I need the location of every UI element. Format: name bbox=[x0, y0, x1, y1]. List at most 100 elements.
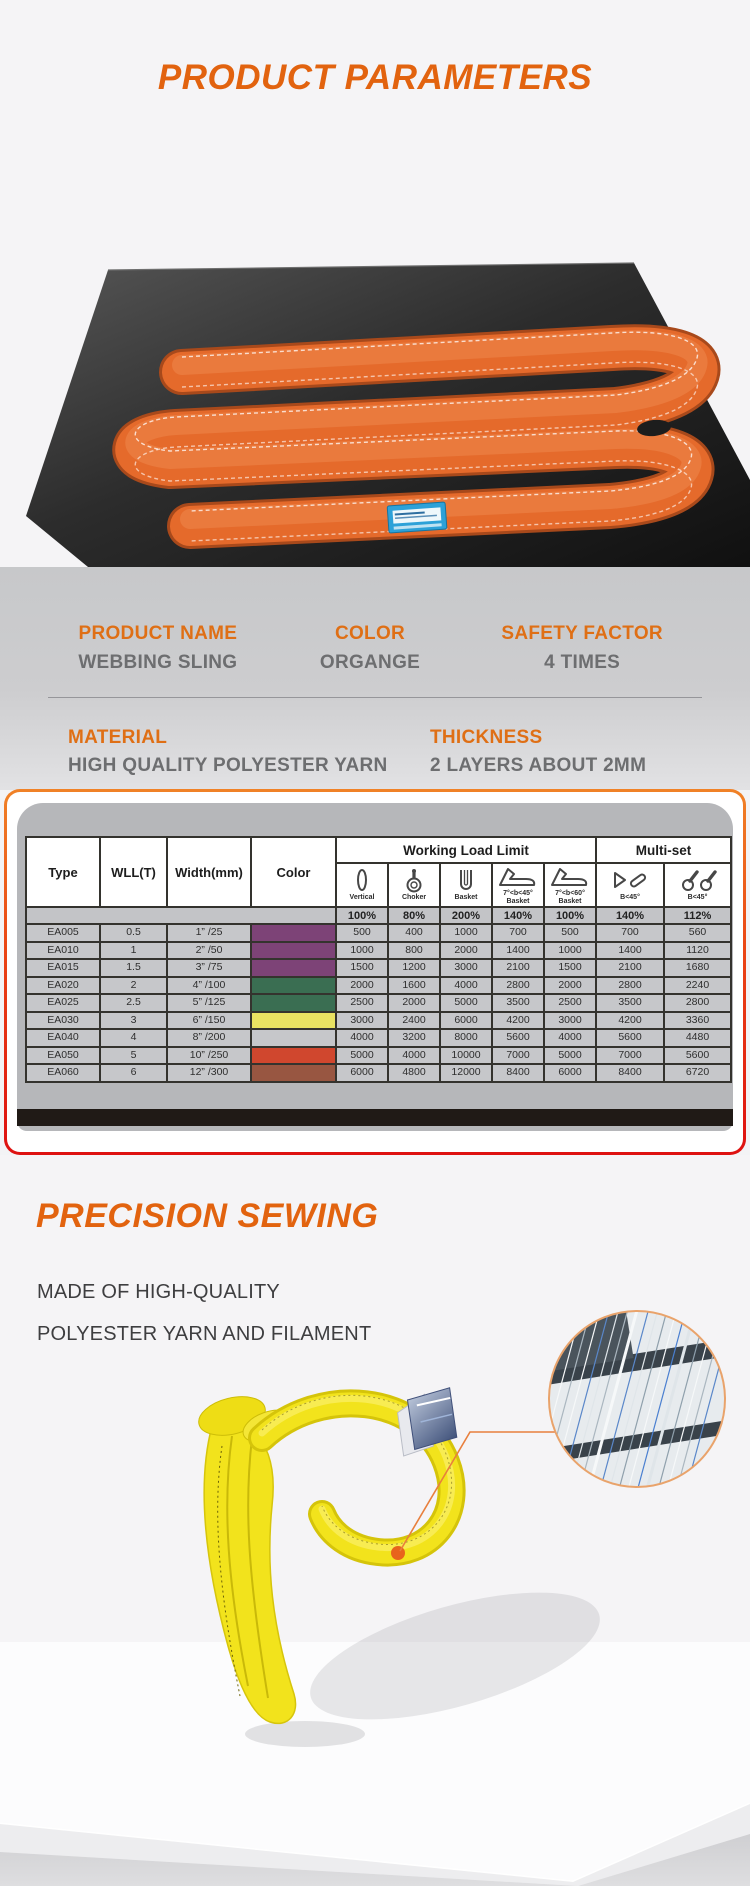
table-cell: 500 bbox=[542, 923, 598, 943]
percent-cell: 100% bbox=[335, 906, 389, 925]
table-cell: 2400 bbox=[387, 1010, 441, 1030]
color-swatch-cell bbox=[250, 923, 337, 943]
table-cell: EA060 bbox=[25, 1063, 101, 1083]
table-cell: 6000 bbox=[335, 1063, 389, 1083]
col-header-color: Color bbox=[250, 836, 337, 908]
color-swatch-cell bbox=[250, 940, 337, 960]
table-cell: 2800 bbox=[595, 975, 666, 995]
percent-cell: 200% bbox=[439, 906, 493, 925]
table-cell: 4200 bbox=[595, 1010, 666, 1030]
table-cell: 2100 bbox=[595, 958, 666, 978]
multi-set-legs-icon bbox=[598, 868, 662, 894]
table-cell: 1200 bbox=[387, 958, 441, 978]
divider bbox=[48, 697, 702, 698]
table-cell: 4480 bbox=[663, 1028, 733, 1048]
table-cell: 3500 bbox=[491, 993, 545, 1013]
table-cell: 3200 bbox=[387, 1028, 441, 1048]
table-cell: 2000 bbox=[387, 993, 441, 1013]
product-photo bbox=[26, 262, 750, 567]
color-swatch-cell bbox=[250, 1028, 337, 1048]
table-cell: 10” /250 bbox=[166, 1045, 252, 1065]
panel-shadow-bar bbox=[17, 1109, 733, 1126]
spec-value: 2 LAYERS ABOUT 2MM bbox=[430, 755, 647, 776]
basket-sling-icon bbox=[442, 868, 490, 894]
table-cell: 1 bbox=[99, 940, 168, 960]
spec-thickness: THICKNESS 2 LAYERS ABOUT 2MM bbox=[430, 727, 646, 777]
spec-value: ORGANGE bbox=[319, 652, 421, 673]
percent-cell: 140% bbox=[595, 906, 666, 925]
table-cell: 1120 bbox=[663, 940, 733, 960]
table-cell: 560 bbox=[663, 923, 733, 943]
table-cell: EA050 bbox=[25, 1045, 101, 1065]
table-cell: 7000 bbox=[595, 1045, 666, 1065]
table-row: EA010 1 2” /50 1000 800 2000 1400 1000 1400 1120 bbox=[25, 940, 733, 960]
table-row: EA005 0.5 1” /25 500 400 1000 700 500 700 560 bbox=[25, 923, 733, 943]
angled-basket-60-icon bbox=[546, 865, 594, 890]
percent-cell: 112% bbox=[663, 906, 733, 925]
precision-sewing-section: PRECISION SEWING MADE OF HIGH-QUALITY PO… bbox=[0, 1155, 750, 1886]
spec-label: MATERIAL bbox=[68, 727, 168, 748]
section-description: MADE OF HIGH-QUALITY POLYESTER YARN AND … bbox=[37, 1271, 371, 1355]
table-cell: 1000 bbox=[335, 940, 389, 960]
color-swatch-cell bbox=[250, 958, 337, 978]
table-cell: 5 bbox=[99, 1045, 168, 1065]
table-cell: EA020 bbox=[25, 975, 101, 995]
percent-cell: 100% bbox=[542, 906, 598, 925]
group-header-wll: Working Load Limit bbox=[334, 836, 598, 864]
table-row: EA015 1.5 3” /75 1500 1200 3000 2100 1500 2100 16… bbox=[25, 958, 733, 978]
spec-label: COLOR bbox=[334, 623, 406, 644]
blue-product-label bbox=[386, 501, 448, 534]
table-cell: 2800 bbox=[491, 975, 545, 995]
table-cell: 2” /50 bbox=[166, 940, 252, 960]
table-cell: 2000 bbox=[335, 975, 389, 995]
vertical-sling-icon bbox=[338, 868, 386, 894]
spec-value: WEBBING SLING bbox=[78, 652, 238, 673]
table-percent-row: 100% 80% 200% 140% 100% 140% 112% bbox=[25, 906, 733, 925]
table-cell: 2000 bbox=[439, 940, 493, 960]
table-cell: 4200 bbox=[491, 1010, 545, 1030]
table-cell: EA040 bbox=[25, 1028, 101, 1048]
spec-material: MATERIAL HIGH QUALITY POLYESTER YARN bbox=[68, 727, 388, 777]
specs-section: PRODUCT NAME WEBBING SLING COLOR ORGANGE… bbox=[0, 567, 750, 790]
table-cell: 1500 bbox=[542, 958, 598, 978]
table-cell: 1400 bbox=[595, 940, 666, 960]
percent-row-spacer bbox=[25, 906, 337, 925]
page-title: PRODUCT PARAMETERS bbox=[157, 58, 593, 97]
table-cell: 3” /75 bbox=[166, 958, 252, 978]
table-row: EA060 6 12” /300 6000 4800 12000 8400 6000 8400 6… bbox=[25, 1063, 733, 1083]
table-cell: EA015 bbox=[25, 958, 101, 978]
table-cell: 1500 bbox=[335, 958, 389, 978]
table-cell: 3360 bbox=[663, 1010, 733, 1030]
table-cell: 5600 bbox=[663, 1045, 733, 1065]
table-cell: 1000 bbox=[439, 923, 493, 943]
table-row: EA025 2.5 5” /125 2500 2000 5000 3500 2500 3500 2… bbox=[25, 993, 733, 1013]
table-cell: 5600 bbox=[491, 1028, 545, 1048]
table-cell: 2500 bbox=[335, 993, 389, 1013]
spec-color: COLOR ORGANGE bbox=[276, 623, 465, 674]
table-cell: EA010 bbox=[25, 940, 101, 960]
spec-label: THICKNESS bbox=[430, 727, 543, 748]
table-cell: 8400 bbox=[595, 1063, 666, 1083]
table-cell: 3000 bbox=[542, 1010, 598, 1030]
spec-value: 4 TIMES bbox=[544, 652, 621, 673]
table-cell: 2100 bbox=[491, 958, 545, 978]
white-pedestal bbox=[0, 1642, 750, 1886]
table-cell: 8000 bbox=[439, 1028, 493, 1048]
angled-basket-45-icon bbox=[494, 865, 542, 890]
table-cell: 1600 bbox=[387, 975, 441, 995]
table-cell: 6” /150 bbox=[166, 1010, 252, 1030]
table-cell: EA005 bbox=[25, 923, 101, 943]
icon-label: Choker bbox=[401, 894, 427, 901]
spec-value: HIGH QUALITY POLYESTER YARN bbox=[68, 755, 388, 776]
specs-row-1: PRODUCT NAME WEBBING SLING COLOR ORGANGE… bbox=[40, 623, 700, 674]
table-cell: 7000 bbox=[491, 1045, 545, 1065]
table-cell: 4000 bbox=[439, 975, 493, 995]
description-line: MADE OF HIGH-QUALITY bbox=[37, 1281, 280, 1303]
callout-line bbox=[399, 1431, 556, 1552]
multi-set-rings-icon bbox=[666, 868, 729, 894]
percent-cell: 140% bbox=[491, 906, 545, 925]
table-cell: 4” /100 bbox=[166, 975, 252, 995]
color-swatch-cell bbox=[250, 1010, 337, 1030]
red-border-box: Type WLL(T) Width(mm) Color Working Load… bbox=[4, 789, 746, 1155]
